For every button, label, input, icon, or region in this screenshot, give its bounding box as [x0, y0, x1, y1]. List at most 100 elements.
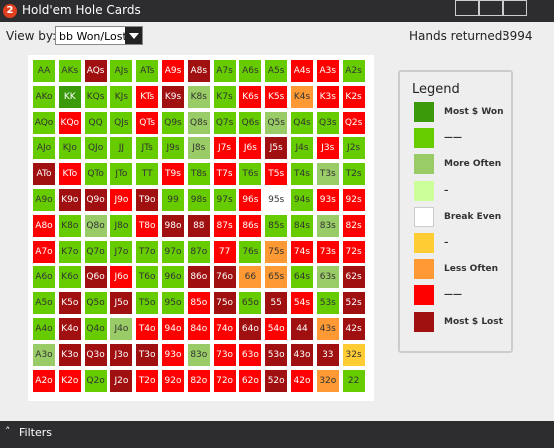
hand-cell: K6o [58, 266, 81, 289]
hand-cell: 84s [291, 214, 313, 237]
hand-cell: JJ [110, 137, 133, 160]
hand-cell: 74o [213, 318, 236, 340]
hand-cell: TT [136, 163, 159, 186]
hand-cell: 98s [187, 189, 210, 211]
hand-cell: 64s [291, 266, 313, 289]
hand-cell: 42o [291, 369, 313, 392]
hand-cell: T5o [136, 292, 159, 315]
hand-cell: K7o [58, 240, 81, 263]
hand-cell: A3s [316, 60, 339, 82]
hand-cell: 73o [213, 343, 236, 366]
hand-cell: A8s [187, 60, 210, 82]
hand-cell: T8o [136, 214, 159, 237]
hand-cell: Q4o [84, 318, 107, 340]
hand-cell: 62o [239, 369, 262, 392]
hand-cell: QTs [136, 111, 159, 134]
hand-cell: 75s [265, 240, 288, 263]
hand-cell: JTo [110, 163, 133, 186]
hand-cell: T2o [136, 369, 159, 392]
hand-cell: Q7s [213, 111, 236, 134]
maximize-button[interactable] [479, 0, 503, 16]
hand-cell: 53s [316, 292, 339, 315]
hand-cell: 84o [187, 318, 210, 340]
hand-cell: Q5s [265, 111, 288, 134]
hand-cell: Q3s [316, 111, 339, 134]
hand-cell: A9o [33, 189, 55, 211]
hand-cell: QJo [84, 137, 107, 160]
hand-cell: 95s [265, 189, 288, 211]
hand-cell: AJs [110, 60, 133, 82]
hand-cell: K3s [316, 85, 339, 108]
hand-cell: 54s [291, 292, 313, 315]
hand-cell: KQs [84, 85, 107, 108]
hand-cell: 33 [316, 343, 339, 366]
hand-cell: 54o [265, 318, 288, 340]
hand-cell: Q9s [162, 111, 184, 134]
hand-cell: J3o [110, 343, 133, 366]
hands-label: Hands returned: [409, 29, 507, 43]
hand-cell: 92o [162, 369, 184, 392]
legend-swatch [414, 154, 434, 175]
expand-caret[interactable]: ˄ [5, 425, 11, 438]
dropdown-value: bb Won/Lost [59, 30, 127, 43]
hand-cell: 76o [213, 266, 236, 289]
hand-cell: J7s [213, 137, 236, 160]
hand-cell: J9o [110, 189, 133, 211]
hand-cell: QJs [110, 111, 133, 134]
hand-cell: 52s [342, 292, 365, 315]
legend-swatch [414, 180, 434, 201]
hand-cell: AKs [58, 60, 81, 82]
hand-cell: 22 [342, 369, 365, 392]
view-by-dropdown[interactable]: bb Won/Lost [55, 26, 143, 45]
minimize-button[interactable] [455, 0, 479, 16]
hand-cell: T6s [239, 163, 262, 186]
hand-cell: K5o [58, 292, 81, 315]
hand-cell: Q6s [239, 111, 262, 134]
hand-cell: K6s [239, 85, 262, 108]
hand-cell: J2o [110, 369, 133, 392]
hand-cell: 64o [239, 318, 262, 340]
hand-cell: Q6o [84, 266, 107, 289]
dropdown-arrow[interactable] [125, 27, 142, 44]
hand-cell: T9o [136, 189, 159, 211]
legend-label: Break Even [444, 211, 502, 222]
hand-cell: 42s [342, 318, 365, 340]
hand-cell: AKo [33, 85, 55, 108]
close-button[interactable] [503, 0, 527, 16]
hand-cell: A4s [291, 60, 313, 82]
hand-cell: T5s [265, 163, 288, 186]
hand-cell: 86s [239, 214, 262, 237]
title-bar: 2 Hold'em Hole Cards [0, 0, 554, 22]
hand-cell: KQo [58, 111, 81, 134]
hand-cell: 85s [265, 214, 288, 237]
hand-cell: K5s [265, 85, 288, 108]
hand-cell: T6o [136, 266, 159, 289]
legend-label: Most $ Won [444, 107, 504, 117]
hand-cell: Q8s [187, 111, 210, 134]
hand-cell: AQs [84, 60, 107, 82]
footer: ˄ Filters [0, 421, 554, 448]
hand-cell: AA [33, 60, 55, 82]
hand-cell: T8s [187, 163, 210, 186]
filters-button[interactable]: Filters [19, 426, 52, 439]
hand-cell: ATo [33, 163, 55, 186]
hand-cell: K8o [58, 214, 81, 237]
hand-cell: T7o [136, 240, 159, 263]
hand-cell: K4s [291, 85, 313, 108]
hand-cell: J5o [110, 292, 133, 315]
hand-cell: 96o [162, 266, 184, 289]
hand-cell: AQo [33, 111, 55, 134]
legend-swatch [414, 206, 434, 227]
hand-cell: QQ [84, 111, 107, 134]
hand-cell: 65s [265, 266, 288, 289]
hand-cell: A2o [33, 369, 55, 392]
hand-cell: 76s [239, 240, 262, 263]
hand-cell: J5s [265, 137, 288, 160]
hand-cell: 85o [187, 292, 210, 315]
hand-cell: K7s [213, 85, 236, 108]
hand-cell: Q9o [84, 189, 107, 211]
legend-label: Most $ Lost [444, 316, 503, 327]
hand-cell: J8s [187, 137, 210, 160]
hand-cell: 44 [291, 318, 313, 340]
